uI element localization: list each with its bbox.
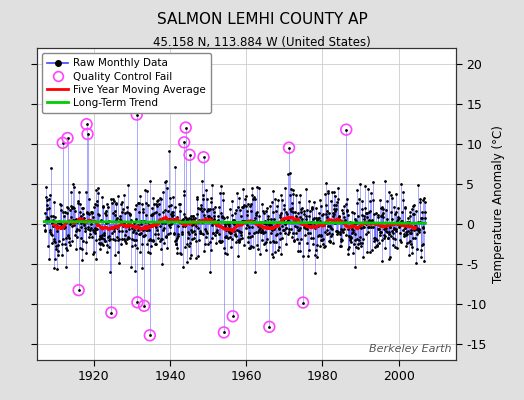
Point — [185, 152, 194, 158]
Legend: Raw Monthly Data, Quality Control Fail, Five Year Moving Average, Long-Term Tren: Raw Monthly Data, Quality Control Fail, … — [42, 53, 211, 113]
Point — [140, 302, 148, 309]
Y-axis label: Temperature Anomaly (°C): Temperature Anomaly (°C) — [492, 125, 505, 283]
Point — [265, 324, 274, 330]
Point — [133, 299, 141, 306]
Point — [181, 124, 190, 131]
Point — [180, 139, 188, 146]
Point — [299, 299, 307, 306]
Point — [199, 154, 208, 160]
Point — [133, 111, 141, 118]
Point — [146, 332, 154, 338]
Point — [228, 313, 237, 320]
Text: SALMON LEMHI COUNTY AP: SALMON LEMHI COUNTY AP — [157, 12, 367, 27]
Point — [63, 135, 72, 141]
Point — [83, 131, 92, 137]
Point — [107, 309, 116, 316]
Point — [74, 287, 83, 293]
Text: Berkeley Earth: Berkeley Earth — [369, 344, 452, 354]
Point — [285, 144, 293, 151]
Point — [342, 126, 351, 133]
Point — [59, 140, 67, 146]
Text: 45.158 N, 113.884 W (United States): 45.158 N, 113.884 W (United States) — [153, 36, 371, 49]
Point — [82, 121, 91, 128]
Point — [220, 329, 228, 336]
